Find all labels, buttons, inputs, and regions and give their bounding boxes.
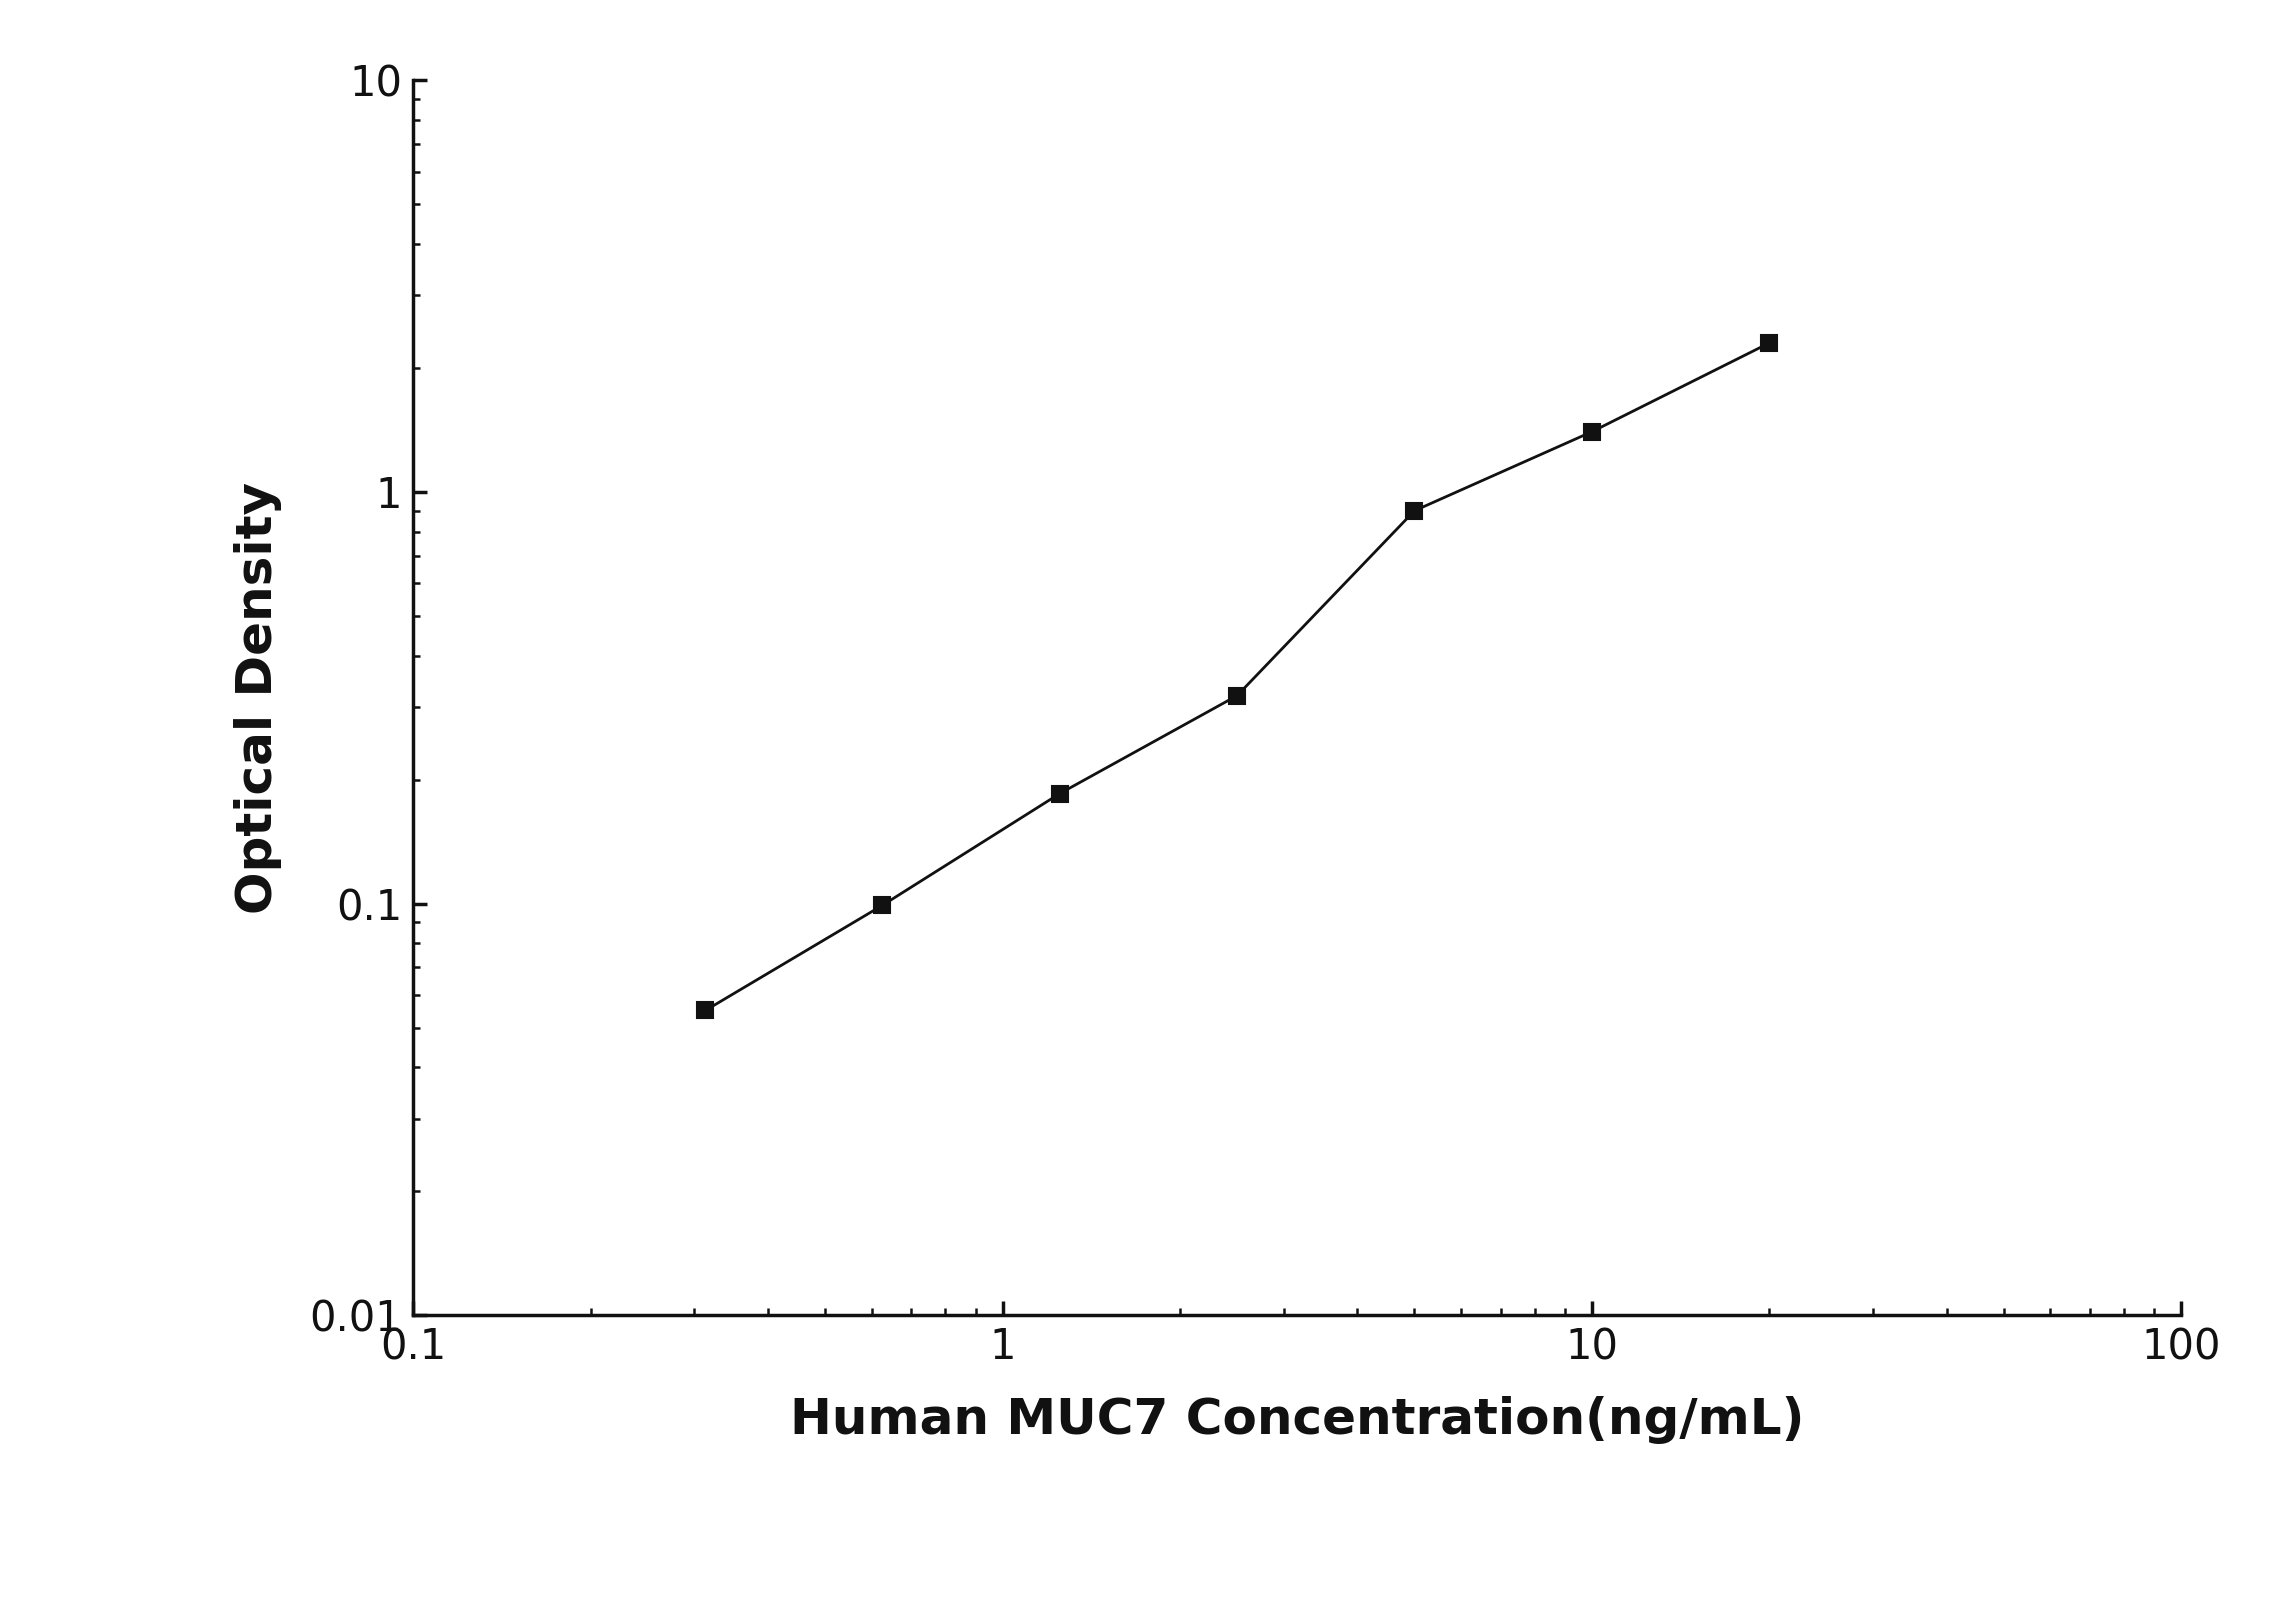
Y-axis label: Optical Density: Optical Density [234, 481, 282, 914]
X-axis label: Human MUC7 Concentration(ng/mL): Human MUC7 Concentration(ng/mL) [790, 1395, 1805, 1444]
